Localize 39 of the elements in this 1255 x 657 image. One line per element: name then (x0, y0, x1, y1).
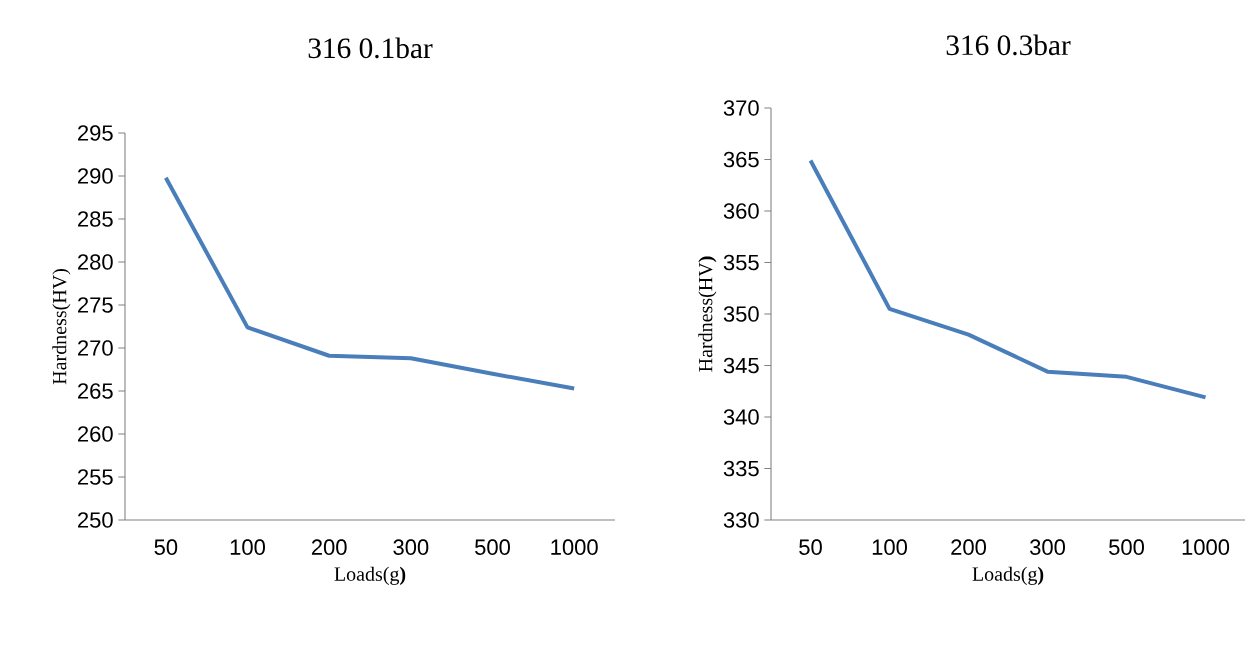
x-tick-label: 300 (1030, 539, 1065, 555)
y-tick-label: 265 (78, 383, 113, 399)
y-axis-title: Hardness(HV) (52, 269, 71, 385)
y-tick-label: 290 (78, 168, 113, 184)
x-tick-label: 200 (951, 539, 986, 555)
x-tick-label: 100 (230, 539, 265, 555)
x-tick-label: 1000 (551, 539, 598, 555)
y-tick-label: 330 (723, 512, 759, 528)
y-tick-label: 280 (78, 254, 113, 270)
x-axis-title: Loads(g) (972, 566, 1044, 585)
y-tick-label: 355 (723, 254, 759, 271)
y-tick-label: 270 (78, 340, 113, 356)
line-series (163, 175, 577, 391)
y-tick-label: 285 (78, 211, 113, 227)
y-tick-label: 260 (78, 426, 113, 442)
y-tick-label: 295 (78, 125, 113, 141)
x-axis-title: Loads(g) (334, 566, 406, 585)
y-tick-label: 345 (723, 357, 759, 374)
y-tick-label: 340 (723, 409, 759, 425)
y-tick-label: 255 (78, 469, 113, 485)
x-tick-label: 50 (154, 539, 178, 555)
y-tick-label: 370 (723, 100, 759, 116)
y-tick-label: 350 (723, 306, 759, 322)
x-tick-label: 50 (799, 539, 822, 555)
x-tick-label: 500 (475, 539, 510, 555)
y-tick-label: 365 (723, 151, 759, 168)
x-tick-label: 200 (311, 539, 347, 555)
line-series (808, 158, 1208, 400)
y-axis-title: Hardness(HV) (698, 256, 717, 372)
x-tick-label: 1000 (1182, 539, 1230, 555)
x-tick-label: 300 (393, 539, 429, 555)
y-tick-label: 335 (723, 460, 759, 477)
y-tick-label: 250 (78, 512, 113, 528)
y-tick-label: 275 (78, 297, 113, 313)
chart-title: 316 0.3bar (946, 34, 1071, 56)
x-tick-label: 500 (1109, 539, 1144, 555)
x-tick-label: 100 (872, 539, 907, 555)
y-tick-label: 360 (723, 203, 759, 219)
chart-title: 316 0.1bar (308, 37, 433, 59)
